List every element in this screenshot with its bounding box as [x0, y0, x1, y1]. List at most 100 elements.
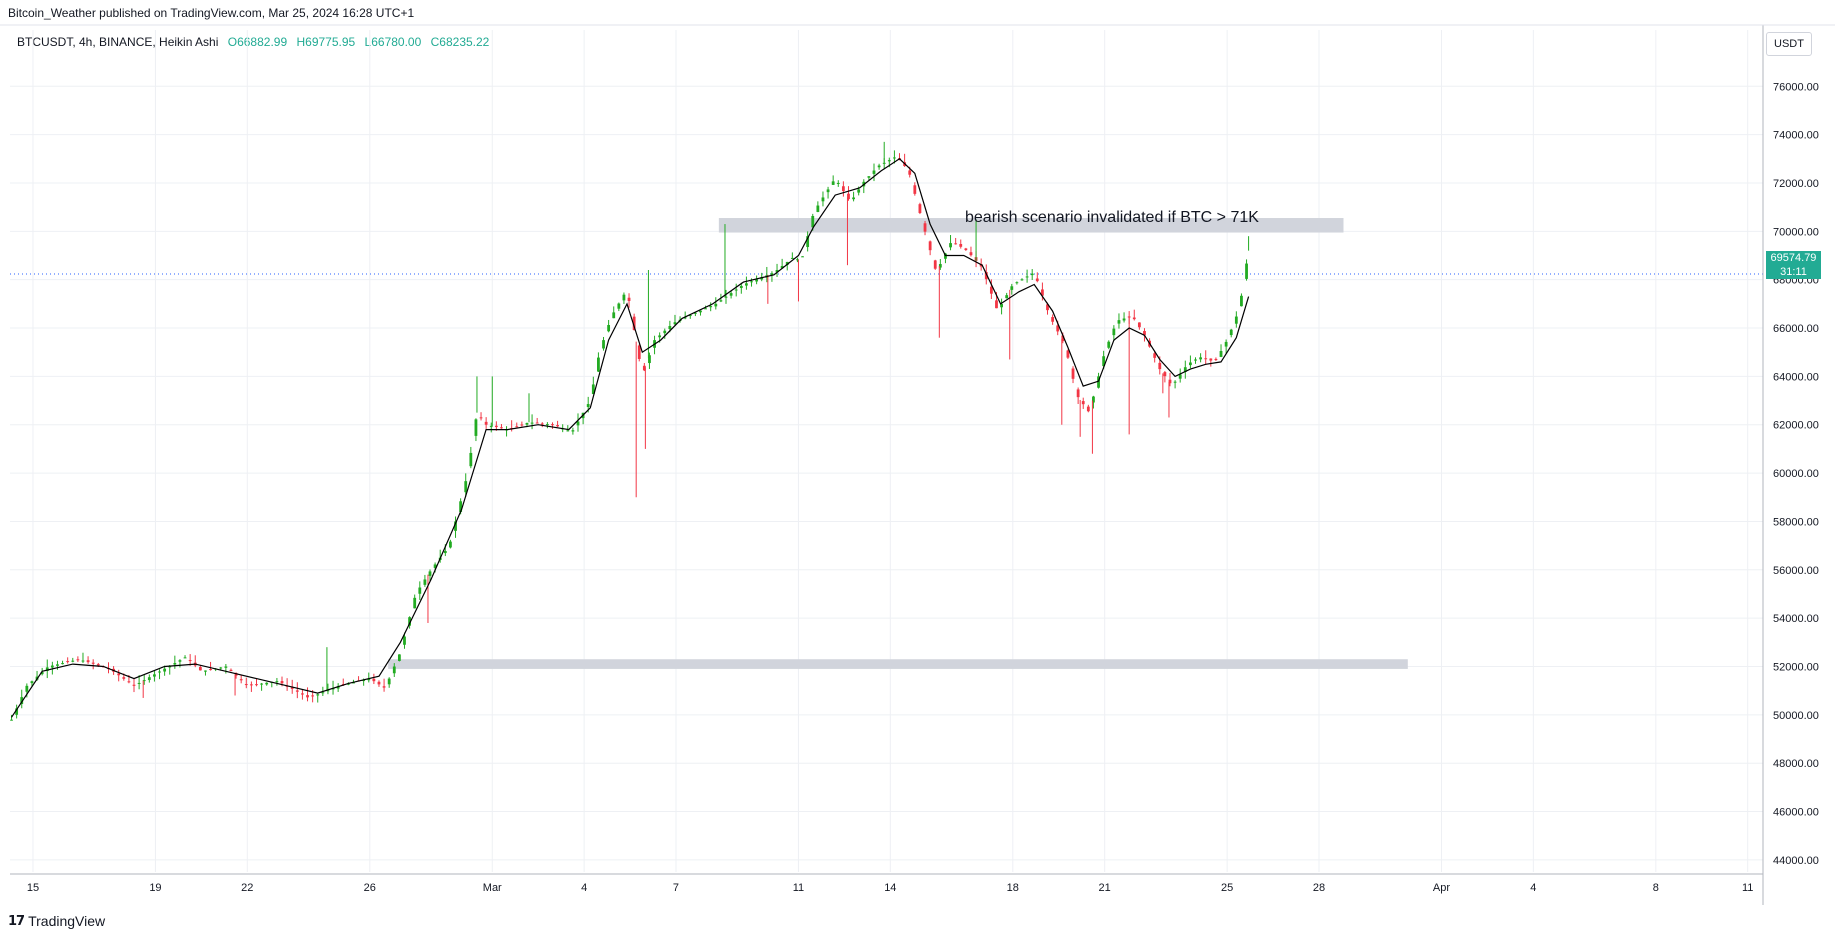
- candle-up: [275, 681, 279, 683]
- candle-up: [449, 541, 452, 548]
- candle-up: [944, 253, 947, 259]
- candle-up: [1173, 381, 1177, 383]
- candle-up: [811, 216, 815, 228]
- candle-up: [1240, 295, 1243, 307]
- candle-up: [1107, 341, 1111, 348]
- candle-down: [229, 669, 233, 672]
- candle-up: [770, 273, 774, 275]
- candle-down: [239, 679, 243, 681]
- candle-down: [1071, 368, 1075, 379]
- x-tick-label: Apr: [1433, 882, 1450, 894]
- candle-up: [887, 160, 891, 162]
- candle-down: [1066, 350, 1070, 358]
- candle-down: [1061, 335, 1065, 342]
- candle-down: [1168, 379, 1172, 384]
- candle-up: [30, 681, 34, 684]
- candle-up: [265, 682, 269, 685]
- y-tick-label: 70000.00: [1773, 226, 1819, 238]
- candle-up: [1117, 320, 1121, 324]
- candle-down: [290, 687, 294, 689]
- candle-down: [209, 669, 212, 671]
- x-tick-label: 22: [241, 882, 253, 894]
- candle-down: [959, 243, 963, 247]
- x-tick-label: 25: [1221, 882, 1233, 894]
- legend-high: H69775.95: [296, 35, 356, 49]
- x-tick-label: 26: [364, 882, 376, 894]
- candle-down: [234, 673, 238, 676]
- candle-up: [428, 571, 432, 576]
- candle-up: [433, 564, 437, 568]
- candle-down: [989, 286, 993, 294]
- candle-up: [336, 686, 340, 689]
- candle-down: [244, 684, 248, 686]
- chart-annotation[interactable]: bearish scenario invalidated if BTC > 71…: [965, 209, 1259, 226]
- candle-up: [949, 243, 952, 248]
- price-zone: [718, 218, 1344, 233]
- candle-up: [204, 670, 207, 672]
- candle-up: [714, 303, 718, 307]
- candle-up: [1122, 318, 1126, 321]
- candle-down: [295, 690, 299, 692]
- x-tick-label: Mar: [483, 882, 502, 894]
- y-tick-label: 60000.00: [1773, 468, 1819, 480]
- candle-down: [484, 421, 488, 425]
- candle-down: [1035, 278, 1039, 282]
- candle-up: [602, 340, 605, 349]
- legend-symbol: BTCUSDT, 4h, BINANCE, Heikin Ashi: [17, 35, 219, 49]
- tradingview-logo-icon: 17: [8, 913, 25, 929]
- candle-up: [1229, 329, 1233, 336]
- candle-up: [668, 326, 672, 330]
- candle-down: [1158, 362, 1162, 370]
- candle-up: [790, 257, 794, 259]
- candle-up: [469, 452, 473, 467]
- candle-down: [1041, 289, 1044, 296]
- candle-up: [50, 665, 54, 668]
- candle-down: [76, 659, 80, 661]
- candle-down: [642, 365, 646, 371]
- candle-up: [648, 355, 651, 364]
- candle-down: [188, 660, 192, 662]
- last-price-value: 69574.79: [1770, 252, 1817, 264]
- candle-up: [224, 666, 228, 668]
- candle-up: [831, 181, 835, 185]
- candle-up: [1000, 304, 1003, 308]
- candle-up: [806, 236, 810, 248]
- candle-down: [556, 425, 559, 427]
- candle-up: [316, 694, 320, 696]
- candle-down: [494, 425, 498, 428]
- candle-up: [163, 668, 167, 672]
- candle-down: [127, 681, 131, 683]
- candle-up: [147, 677, 151, 681]
- candle-up: [1178, 374, 1182, 379]
- candle-up: [607, 325, 611, 332]
- candle-up: [525, 423, 529, 425]
- candle-up: [362, 680, 366, 682]
- currency-button[interactable]: USDT: [1766, 32, 1812, 56]
- x-tick-label: 7: [673, 882, 679, 894]
- x-tick-label: 8: [1653, 882, 1659, 894]
- candle-up: [821, 197, 825, 202]
- legend-close: C68235.22: [430, 35, 490, 49]
- candle-down: [306, 695, 309, 698]
- x-tick-label: 28: [1313, 882, 1325, 894]
- candle-up: [1015, 282, 1019, 284]
- candle-down: [1143, 331, 1146, 336]
- candle-down: [1056, 325, 1060, 332]
- candle-up: [1234, 316, 1238, 324]
- candle-up: [1183, 367, 1187, 372]
- y-tick-label: 58000.00: [1773, 516, 1819, 528]
- candle-up: [454, 521, 457, 531]
- candle-down: [913, 185, 917, 194]
- candle-up: [346, 683, 350, 685]
- candle-down: [933, 260, 937, 269]
- candle-up: [775, 270, 779, 273]
- candle-down: [255, 684, 258, 686]
- candle-down: [1137, 322, 1141, 328]
- candle-up: [1219, 350, 1223, 357]
- tradingview-logo[interactable]: 17 TradingView: [8, 913, 105, 929]
- candle-up: [745, 283, 748, 286]
- candle-up: [1025, 276, 1029, 278]
- candle-up: [852, 197, 855, 200]
- candle-up: [178, 660, 182, 662]
